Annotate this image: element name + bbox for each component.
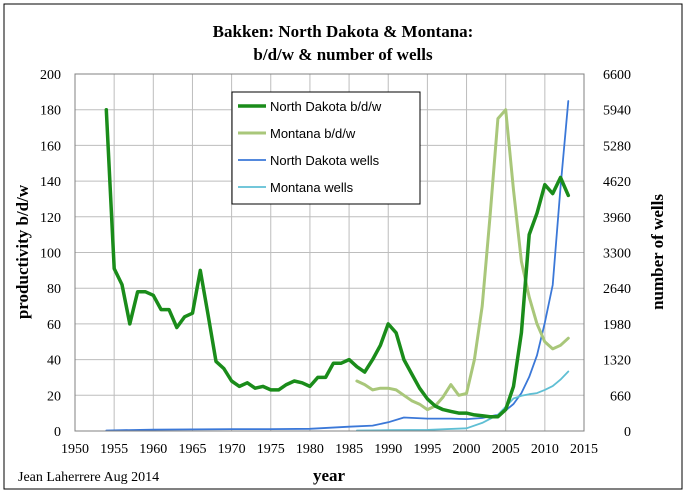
y-tick-label: 200 [40, 68, 61, 83]
chart-credit: Jean Laherrere Aug 2014 [18, 470, 159, 485]
y2-tick-label: 0 [624, 425, 631, 440]
y2-tick-label: 660 [610, 389, 631, 404]
y2-tick-label: 6600 [603, 68, 631, 83]
y-tick-label: 0 [54, 425, 61, 440]
series-layer [104, 100, 571, 432]
x-tick-label: 1955 [100, 442, 128, 457]
series-line-montana-wells [356, 370, 570, 432]
chart-title-line-2: b/d/w & number of wells [253, 45, 433, 64]
legend-box [231, 91, 421, 205]
y-tick-label: 160 [40, 139, 61, 154]
legend-label-montana-wells: Montana wells [270, 180, 354, 195]
x-tick-label: 2010 [531, 442, 559, 457]
x-tick-label: 2005 [492, 442, 520, 457]
x-tick-label: 2000 [453, 442, 481, 457]
plot-area-border [74, 73, 585, 432]
y2-tick-label: 5940 [603, 104, 631, 119]
x-tick-label: 1965 [178, 442, 206, 457]
chart-title-line-1: Bakken: North Dakota & Montana: [213, 22, 474, 41]
series-line-north-dakota-wells [105, 100, 570, 432]
y2-tick-label: 3300 [603, 247, 631, 262]
legend: North Dakota b/d/w Montana b/d/w North Dak… [231, 91, 421, 205]
y-tick-label: 120 [40, 211, 61, 226]
y-tick-label: 20 [47, 389, 61, 404]
series-line-montana-b-d-w [355, 108, 570, 412]
y2-tick-labels: 0 660 1320 1980 2640 3300 3960 4620 5280 5940 6600 [603, 68, 631, 440]
x-tick-label: 2015 [570, 442, 598, 457]
y2-tick-label: 1980 [603, 318, 631, 333]
y-tick-label: 180 [40, 104, 61, 119]
x-tick-label: 1960 [139, 442, 167, 457]
chart-frame [3, 3, 683, 490]
y-tick-label: 60 [47, 318, 61, 333]
series-line-north-dakota-b-d-w [104, 107, 571, 419]
x-tick-label: 1975 [257, 442, 285, 457]
x-tick-label: 1950 [61, 442, 89, 457]
y-tick-label: 40 [47, 354, 61, 369]
x-axis-title: year [313, 466, 346, 485]
y-axis-title: productivity b/d/w [13, 184, 32, 319]
y-tick-labels: 0 20 40 60 80 100 120 140 160 180 200 [40, 68, 61, 440]
y2-tick-label: 2640 [603, 282, 631, 297]
y2-tick-label: 1320 [603, 354, 631, 369]
x-tick-label: 1985 [335, 442, 363, 457]
x-tick-label: 1990 [374, 442, 402, 457]
legend-label-north-dakota-b-d-w: North Dakota b/d/w [270, 99, 382, 114]
x-tick-label: 1970 [218, 442, 246, 457]
y2-tick-label: 4620 [603, 175, 631, 190]
y2-tick-label: 3960 [603, 211, 631, 226]
y-tick-label: 80 [47, 282, 61, 297]
y2-tick-label: 5280 [603, 139, 631, 154]
legend-label-montana-b-d-w: Montana b/d/w [270, 126, 356, 141]
y-tick-label: 140 [40, 175, 61, 190]
y-tick-label: 100 [40, 247, 61, 262]
x-tick-label: 1995 [413, 442, 441, 457]
legend-label-north-dakota-wells: North Dakota wells [270, 153, 380, 168]
y2-axis-title: number of wells [648, 194, 667, 310]
x-tick-label: 1980 [296, 442, 324, 457]
x-tick-labels: 1950 1955 1960 1965 1970 1975 1980 1985 1990 1995… [61, 442, 598, 457]
